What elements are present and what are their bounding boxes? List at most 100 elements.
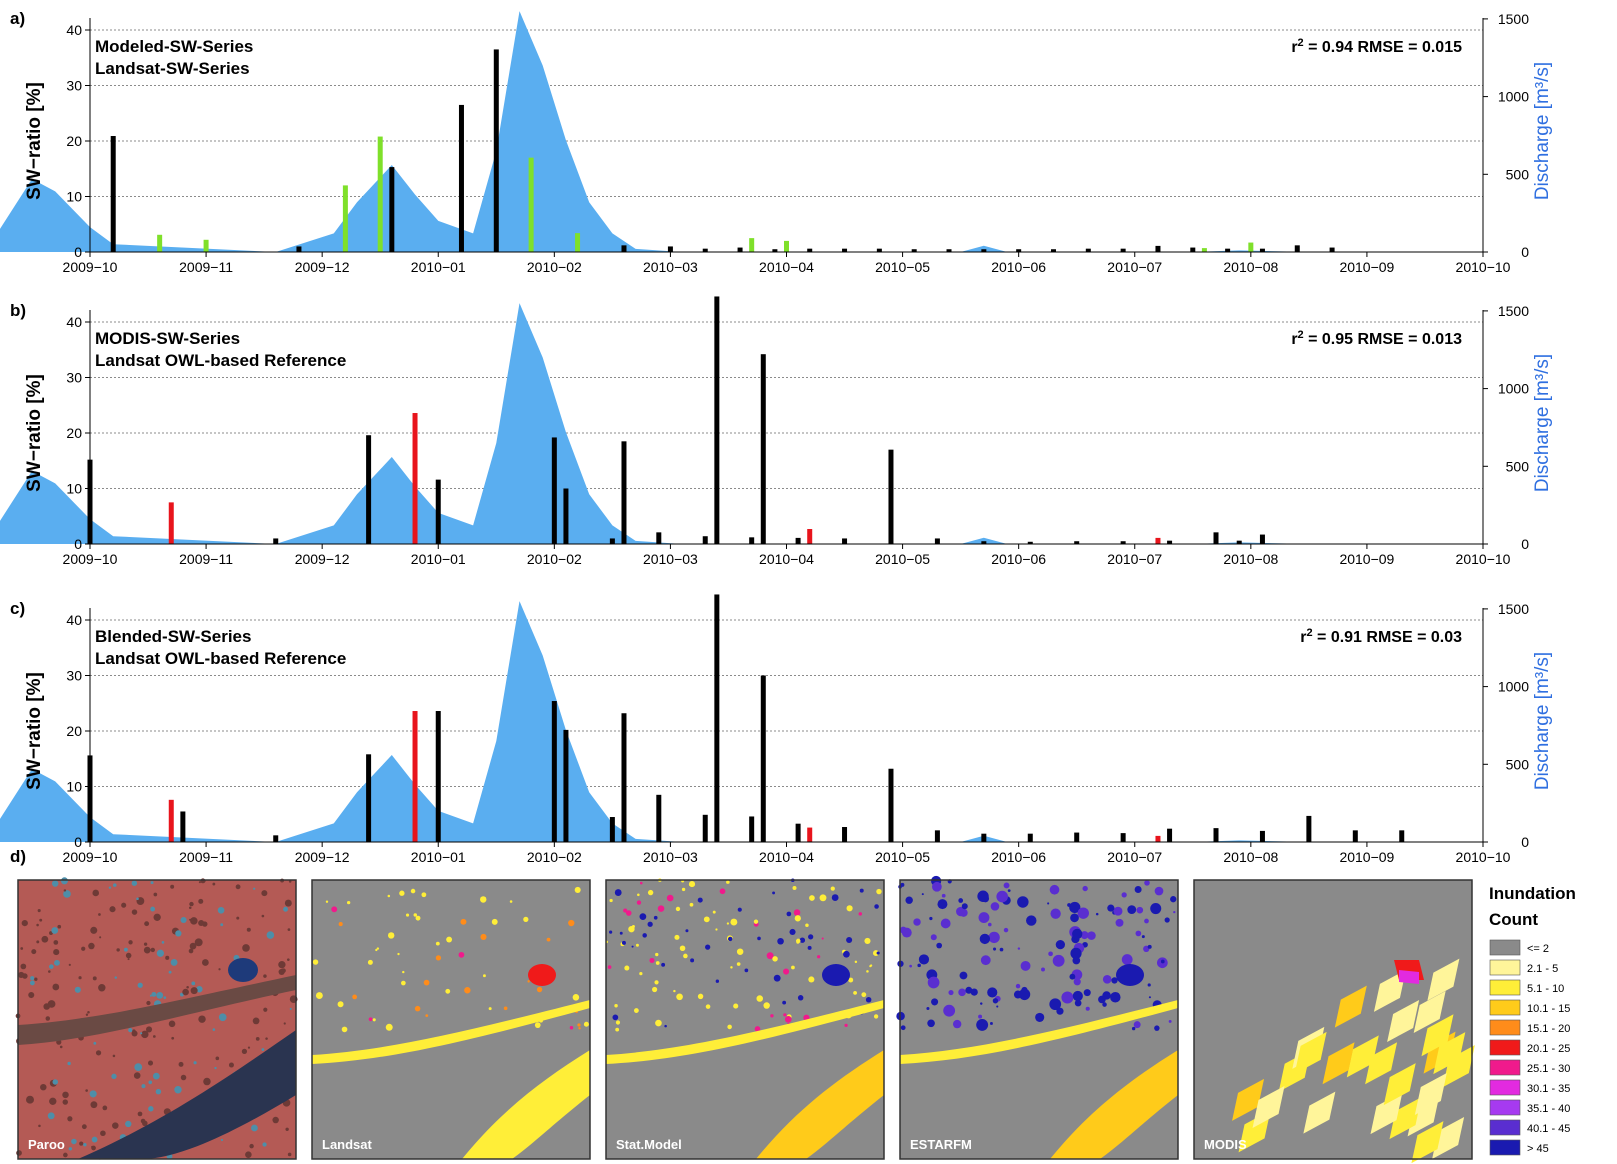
water-patch	[932, 881, 942, 892]
y2-tick-label: 1500	[1498, 11, 1529, 27]
water-patch	[793, 909, 801, 916]
terrain-spot	[228, 1062, 234, 1068]
waterhole	[528, 964, 556, 986]
water-patch	[959, 908, 968, 917]
water-patch	[843, 950, 850, 958]
terrain-spot	[261, 890, 268, 897]
terrain-spot	[170, 884, 175, 889]
terrain-spot	[47, 1112, 55, 1120]
water-patch	[1098, 995, 1106, 1004]
bar-series1	[842, 248, 848, 252]
terrain-spot	[200, 878, 206, 884]
x-tick-label: 2010−03	[643, 849, 698, 865]
bar-series1	[1120, 541, 1126, 544]
terrain-spot	[287, 928, 291, 931]
terrain-spot	[123, 947, 128, 952]
terrain-spot	[36, 940, 40, 944]
legend-swatch	[1489, 1119, 1521, 1136]
bar-series1	[702, 814, 708, 842]
x-tick-label: 2009−10	[63, 849, 118, 865]
water-patch	[1049, 884, 1060, 895]
bar-series2	[749, 238, 755, 252]
water-patch	[574, 886, 581, 893]
water-patch	[1144, 880, 1150, 886]
terrain-spot	[16, 1150, 22, 1156]
bar-series1	[702, 536, 708, 544]
water-patch	[865, 997, 872, 1003]
water-patch	[1003, 927, 1009, 933]
water-patch	[783, 1013, 787, 1017]
modis-pixel	[1370, 1092, 1403, 1135]
water-patch	[770, 1014, 774, 1018]
terrain-spot	[78, 976, 82, 980]
water-patch	[1141, 935, 1145, 939]
panel-label: b)	[10, 301, 26, 320]
water-patch	[782, 1000, 787, 1005]
water-patch	[927, 1019, 935, 1028]
bar-series1	[667, 246, 673, 252]
map-stat: Stat.Model	[605, 878, 885, 1160]
terrain-spot	[156, 949, 165, 957]
modis-pixel	[1303, 1091, 1336, 1134]
terrain-spot	[247, 1046, 251, 1049]
bar-series1	[946, 249, 952, 252]
stats-text: r2 = 0.94 RMSE = 0.015	[1291, 37, 1462, 56]
terrain-spot	[220, 923, 224, 927]
bar-series1	[702, 248, 708, 252]
modis-pixel	[1387, 1000, 1420, 1042]
terrain-spot	[140, 1118, 146, 1124]
terrain-spot	[18, 971, 25, 979]
x-tick-label: 2010−09	[1339, 259, 1394, 275]
water-patch	[1164, 917, 1170, 923]
terrain-spot	[214, 1066, 217, 1070]
terrain-spot	[174, 1086, 182, 1094]
water-patch	[1049, 998, 1062, 1011]
terrain-spot	[60, 877, 68, 885]
legend-label: 30.1 - 35	[1527, 1083, 1570, 1095]
water-patch	[777, 937, 784, 945]
bar-series1	[888, 768, 894, 842]
bar-series2	[168, 502, 174, 544]
terrain-spot	[146, 1000, 151, 1006]
water-patch	[337, 1001, 344, 1008]
x-tick-label: 2010−07	[1107, 849, 1162, 865]
water-patch	[978, 912, 990, 924]
bar-series1	[1027, 541, 1033, 544]
terrain-spot	[261, 1048, 265, 1051]
terrain-spot	[246, 927, 251, 932]
terrain-spot	[189, 942, 197, 950]
terrain-spot	[190, 917, 198, 925]
water-patch	[1048, 951, 1053, 957]
terrain-spot	[198, 919, 205, 927]
water-patch	[783, 968, 790, 975]
terrain-spot	[170, 958, 178, 966]
terrain-spot	[51, 927, 59, 934]
terrain-spot	[189, 918, 192, 921]
water-patch	[480, 933, 487, 941]
terrain-spot	[287, 1152, 292, 1157]
map-frame	[605, 879, 885, 1160]
water-patch	[661, 962, 666, 967]
water-patch	[488, 1007, 492, 1011]
water-patch	[534, 1022, 541, 1029]
water-patch	[1087, 931, 1096, 940]
x-tick-label: 2010−08	[1223, 259, 1278, 275]
water-patch	[572, 994, 580, 1001]
terrain-spot	[153, 892, 158, 897]
bar-series1	[1167, 540, 1173, 544]
water-patch	[1017, 947, 1021, 950]
terrain-spot	[188, 948, 194, 954]
water-patch	[1095, 912, 1099, 916]
water-patch	[697, 993, 704, 1000]
terrain-spot	[52, 1079, 59, 1085]
water-patch	[1110, 992, 1121, 1003]
terrain-spot	[68, 963, 71, 966]
bar-series1	[981, 249, 987, 252]
bar-series1	[1016, 249, 1022, 252]
bar-series1	[1027, 833, 1033, 842]
water-patch	[980, 955, 991, 966]
water-patch	[1072, 956, 1081, 965]
bar-series2	[412, 711, 418, 842]
y-tick-label: 0	[74, 536, 82, 552]
water-patch	[1067, 903, 1071, 907]
